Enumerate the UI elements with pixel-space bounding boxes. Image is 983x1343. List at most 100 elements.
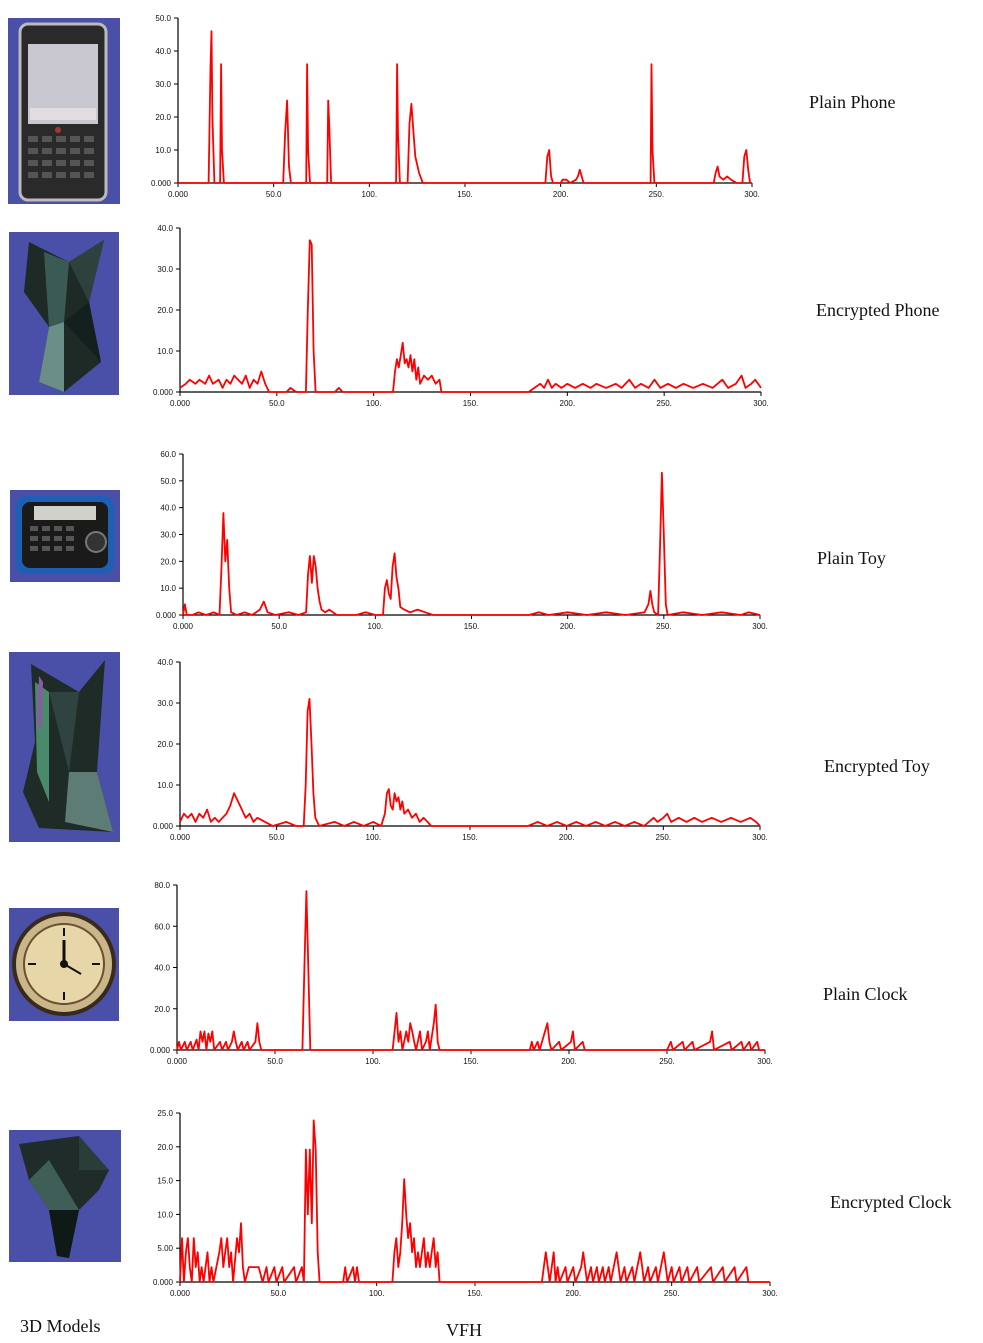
x-tick-label: 100.: [368, 622, 384, 631]
x-tick-label: 50.0: [269, 399, 285, 408]
row-label-encrypted-toy: Encrypted Toy: [824, 756, 930, 776]
y-tick-label: 40.0: [160, 504, 176, 513]
phone-icon: [8, 18, 120, 204]
row-label-encrypted-phone: Encrypted Phone: [816, 300, 940, 320]
y-tick-label: 0.000: [153, 822, 174, 831]
vfh-series-line: [179, 698, 761, 827]
y-tick-label: 50.0: [155, 14, 171, 23]
y-tick-label: 25.0: [157, 1109, 173, 1118]
x-tick-label: 50.0: [271, 622, 287, 631]
vfh-caption: VFH: [446, 1320, 483, 1340]
x-tick-label: 150.: [467, 1289, 483, 1298]
models-caption: 3D Models: [20, 1316, 101, 1336]
x-tick-label: 0.000: [167, 1057, 188, 1066]
x-tick-label: 150.: [464, 622, 480, 631]
model-plain-phone: [8, 18, 120, 204]
y-tick-label: 30.0: [160, 531, 176, 540]
x-tick-label: 100.: [362, 190, 378, 199]
x-tick-label: 250.: [659, 1057, 675, 1066]
vfh-chart-6: 0.000 5.00 10.0 15.0 20.0 25.0 0.000 50.0 100. 15…: [153, 1109, 778, 1298]
y-tick-label: 50.0: [160, 477, 176, 486]
x-tick-label: 50.0: [269, 833, 285, 842]
encrypted-toy-model-icon: [9, 652, 120, 842]
y-tick-label: 30.0: [157, 265, 173, 274]
y-tick-label: 20.0: [155, 113, 171, 122]
x-tick-label: 200.: [560, 399, 576, 408]
clock-icon: [9, 908, 119, 1021]
y-tick-label: 80.0: [154, 881, 170, 890]
x-tick-label: 300.: [744, 190, 760, 199]
y-tick-label: 10.0: [157, 781, 173, 790]
y-tick-label: 0.000: [153, 388, 174, 397]
vfh-chart-3: 0.000 10.0 20.0 30.0 40.0 50.0 60.0 0.000 50.0 10…: [156, 450, 768, 631]
y-tick-label: 40.0: [157, 658, 173, 667]
y-tick-label: 15.0: [157, 1177, 173, 1186]
encrypted-phone-model-icon: [9, 232, 119, 395]
vfh-series-line: [178, 30, 752, 184]
vfh-series-line: [179, 1119, 770, 1283]
x-tick-label: 300.: [757, 1057, 773, 1066]
model-plain-clock: [9, 908, 119, 1021]
y-tick-label: 20.0: [157, 1143, 173, 1152]
vfh-chart-4: 0.000 10.0 20.0 30.0 40.0 0.000 50.0 100. 150. 20…: [153, 658, 768, 842]
y-tick-label: 10.0: [157, 347, 173, 356]
x-tick-label: 200.: [553, 190, 569, 199]
x-tick-label: 100.: [366, 833, 382, 842]
y-tick-label: 10.0: [157, 1210, 173, 1219]
x-tick-label: 300.: [752, 622, 768, 631]
x-tick-label: 150.: [457, 190, 473, 199]
y-tick-label: 0.000: [150, 1046, 171, 1055]
x-tick-label: 150.: [463, 1057, 479, 1066]
x-tick-label: 150.: [463, 399, 479, 408]
x-tick-label: 250.: [649, 190, 665, 199]
x-tick-label: 300.: [753, 399, 769, 408]
row-label-plain-clock: Plain Clock: [823, 984, 908, 1004]
y-tick-label: 0.000: [151, 179, 172, 188]
x-tick-label: 0.000: [170, 1289, 191, 1298]
y-tick-label: 10.0: [155, 146, 171, 155]
model-plain-toy: [10, 490, 120, 582]
y-tick-label: 0.000: [156, 611, 177, 620]
x-tick-label: 100.: [365, 1057, 381, 1066]
x-tick-label: 0.000: [168, 190, 189, 199]
x-tick-label: 250.: [656, 622, 672, 631]
vfh-chart-5: 0.000 20.0 40.0 60.0 80.0 0.000 50.0 100. 150. 20…: [150, 881, 773, 1066]
x-tick-label: 50.0: [266, 190, 282, 199]
x-tick-label: 300.: [752, 833, 768, 842]
y-tick-label: 40.0: [155, 47, 171, 56]
model-encrypted-clock: [9, 1130, 121, 1262]
x-tick-label: 250.: [664, 1289, 680, 1298]
x-tick-label: 50.0: [271, 1289, 287, 1298]
x-tick-label: 100.: [369, 1289, 385, 1298]
model-encrypted-phone: [9, 232, 119, 395]
x-tick-label: 50.0: [267, 1057, 283, 1066]
y-tick-label: 40.0: [154, 964, 170, 973]
y-tick-label: 20.0: [154, 1005, 170, 1014]
y-tick-label: 60.0: [154, 922, 170, 931]
y-tick-label: 60.0: [160, 450, 176, 459]
x-tick-label: 200.: [561, 1057, 577, 1066]
y-tick-label: 30.0: [155, 80, 171, 89]
y-tick-label: 30.0: [157, 699, 173, 708]
x-tick-label: 250.: [656, 833, 672, 842]
y-tick-label: 40.0: [157, 224, 173, 233]
encrypted-clock-model-icon: [9, 1130, 121, 1262]
vfh-chart-2: 0.000 10.0 20.0 30.0 40.0 0.000 50.0 100. 150. 20…: [153, 224, 769, 408]
vfh-series-line: [179, 239, 762, 393]
x-tick-label: 200.: [560, 622, 576, 631]
row-label-plain-toy: Plain Toy: [817, 548, 886, 568]
x-tick-label: 200.: [566, 1289, 582, 1298]
x-tick-label: 0.000: [170, 399, 191, 408]
y-tick-label: 20.0: [157, 740, 173, 749]
x-tick-label: 150.: [462, 833, 478, 842]
y-tick-label: 20.0: [160, 557, 176, 566]
y-tick-label: 5.00: [157, 1244, 173, 1253]
x-tick-label: 200.: [559, 833, 575, 842]
row-label-plain-phone: Plain Phone: [809, 92, 896, 112]
x-tick-label: 100.: [366, 399, 382, 408]
vfh-series-line: [176, 890, 765, 1051]
y-tick-label: 20.0: [157, 306, 173, 315]
x-tick-label: 250.: [656, 399, 672, 408]
toy-device-icon: [10, 490, 120, 582]
